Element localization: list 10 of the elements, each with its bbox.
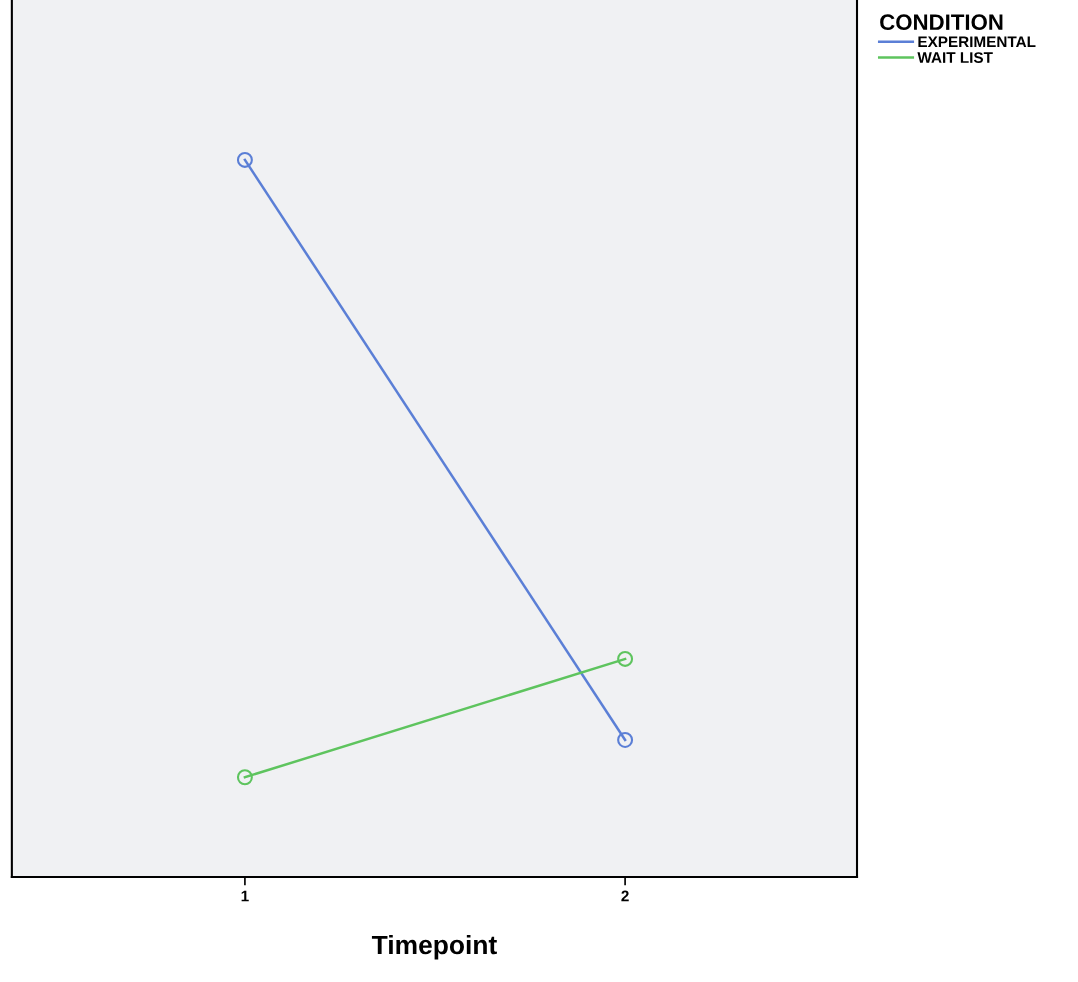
point [236, 769, 253, 786]
x-tick-label: 2 [621, 890, 629, 902]
point [236, 151, 253, 168]
point [617, 731, 634, 748]
legend-label: EXPERIMENTAL [918, 36, 1036, 48]
x-tick-label: 1 [241, 890, 249, 902]
legend-label: WAIT LIST [917, 52, 993, 63]
point [617, 650, 634, 667]
legend-title: CONDITION [880, 14, 1003, 31]
x-axis-title: Timepoint [371, 934, 497, 960]
